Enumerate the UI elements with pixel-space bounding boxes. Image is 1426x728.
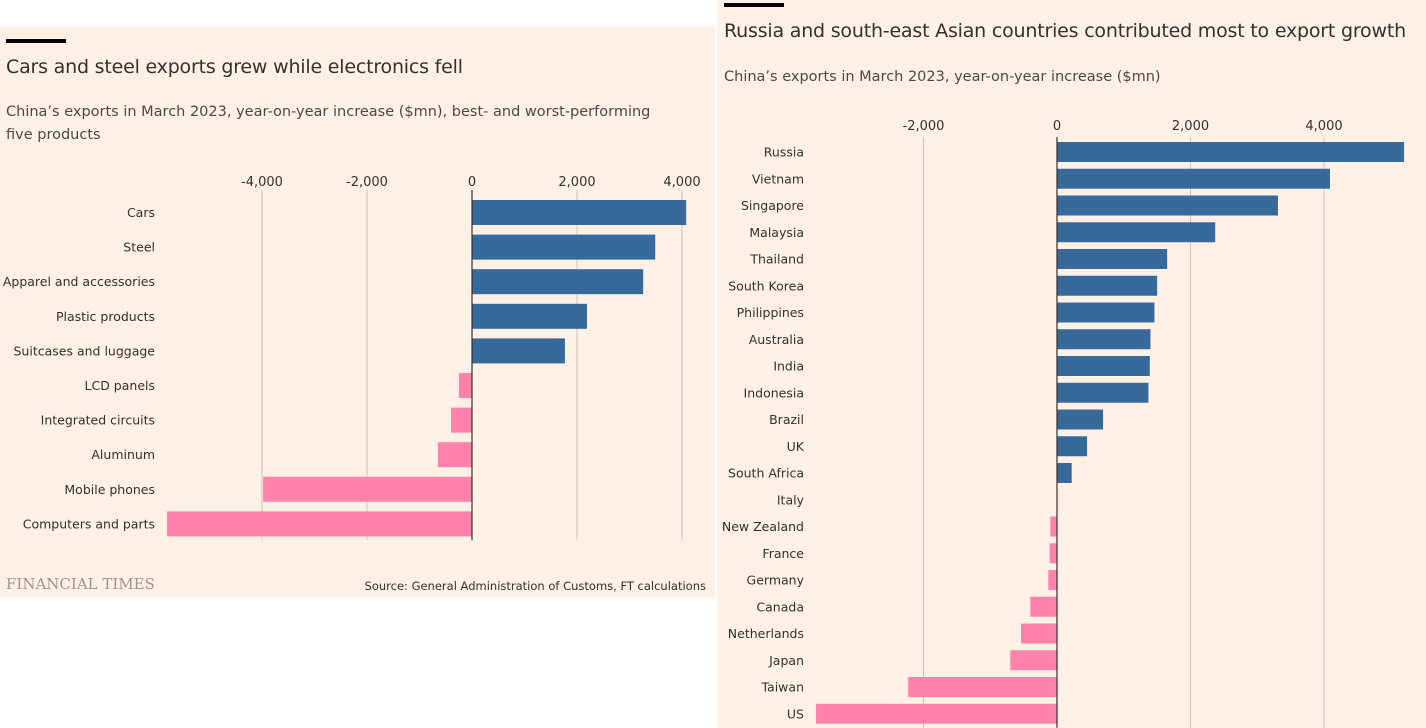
category-label: Indonesia: [744, 385, 804, 400]
x-tick-label: 0: [468, 175, 476, 190]
bar-philippines: [1057, 302, 1155, 323]
bar-integrated-circuits: [451, 407, 472, 433]
right-chart-panel: Russia and south-east Asian countries co…: [717, 0, 1426, 728]
category-label: Plastic products: [56, 309, 155, 324]
bar-france: [1049, 543, 1057, 564]
category-label: Suitcases and luggage: [14, 343, 156, 358]
category-label: Netherlands: [728, 626, 804, 641]
category-label: Japan: [768, 653, 804, 668]
category-label: Malaysia: [749, 225, 804, 240]
chart-subtitle: China’s exports in March 2023, year-on-y…: [6, 104, 651, 143]
category-label: Thailand: [749, 252, 804, 267]
bar-singapore: [1057, 195, 1278, 216]
category-label: Steel: [123, 240, 155, 255]
category-label: US: [787, 706, 804, 721]
bar-new-zealand: [1050, 516, 1057, 537]
x-tick-label: -4,000: [241, 175, 283, 190]
category-label: Computers and parts: [23, 516, 155, 531]
chart-subtitle: China’s exports in March 2023, year-on-y…: [724, 69, 1161, 85]
left-bar-chart: -4,000 -2,000 0 2,000 4,000 Cars Steel Apparel …: [3, 175, 701, 541]
category-label: Vietnam: [752, 171, 804, 186]
bar-russia: [1057, 142, 1405, 162]
category-label: Russia: [764, 145, 804, 160]
bar-netherlands: [1020, 623, 1057, 644]
category-label: Philippines: [737, 305, 804, 320]
bar-plastic-products: [472, 303, 587, 329]
category-label: India: [773, 359, 804, 374]
category-label: Singapore: [741, 198, 804, 213]
category-label: LCD panels: [85, 378, 155, 393]
bar-brazil: [1057, 409, 1104, 430]
bar-us: [816, 703, 1057, 724]
bar-south-africa: [1057, 463, 1072, 483]
x-tick-label: 0: [1053, 119, 1061, 134]
bar-aluminum: [437, 442, 472, 468]
bar-south-korea: [1057, 275, 1158, 296]
left-chart-panel: Cars and steel exports grew while electr…: [0, 26, 715, 598]
x-tick-label: 2,000: [1172, 119, 1209, 134]
bar-thailand: [1057, 249, 1168, 269]
category-label: France: [762, 546, 804, 561]
title-accent-bar: [6, 39, 66, 43]
x-tick-label: 4,000: [1305, 119, 1342, 134]
bar-india: [1057, 356, 1150, 376]
bar-indonesia: [1057, 382, 1149, 403]
bar-computers-and-parts: [166, 511, 472, 537]
bar-cars: [472, 200, 687, 225]
category-label: South Korea: [728, 278, 804, 293]
x-tick-label: -2,000: [903, 119, 945, 134]
bar-vietnam: [1057, 168, 1331, 189]
bar-steel: [472, 234, 656, 260]
right-bar-chart: -2,000 0 2,000 4,000 Russia Vietnam Singapore M…: [722, 119, 1405, 728]
chart-title: Cars and steel exports grew while electr…: [6, 56, 463, 78]
bar-mobile-phones: [263, 476, 472, 502]
chart-title: Russia and south-east Asian countries co…: [724, 20, 1406, 42]
category-label: Mobile phones: [64, 482, 155, 497]
bar-japan: [1010, 650, 1057, 671]
category-label: South Africa: [728, 466, 804, 481]
x-tick-label: -2,000: [346, 175, 388, 190]
bar-germany: [1048, 570, 1057, 590]
category-label: Germany: [747, 573, 805, 588]
category-label: Canada: [756, 599, 804, 614]
bar-australia: [1057, 329, 1151, 350]
ft-logo: FINANCIAL TIMES: [6, 575, 155, 593]
category-label: New Zealand: [722, 519, 804, 534]
x-tick-label: 2,000: [558, 175, 595, 190]
category-label: Australia: [749, 332, 804, 347]
bar-apparel-and-accessories: [472, 269, 644, 295]
title-accent-bar: [724, 3, 784, 7]
category-label: Integrated circuits: [41, 413, 155, 428]
source-note: Source: General Administration of Custom…: [364, 579, 706, 593]
bar-lcd-panels: [458, 373, 472, 398]
category-label: UK: [787, 439, 805, 454]
bar-suitcases-and-luggage: [472, 338, 565, 364]
category-label: Apparel and accessories: [3, 274, 155, 289]
bar-canada: [1030, 596, 1057, 617]
category-label: Aluminum: [91, 447, 155, 462]
x-tick-label: 4,000: [663, 175, 700, 190]
category-label: Brazil: [769, 412, 804, 427]
bar-malaysia: [1057, 222, 1216, 243]
category-label: Taiwan: [760, 680, 804, 695]
bar-taiwan: [908, 677, 1057, 697]
category-label: Cars: [127, 205, 155, 220]
category-label: Italy: [777, 492, 805, 507]
bar-uk: [1057, 436, 1088, 457]
